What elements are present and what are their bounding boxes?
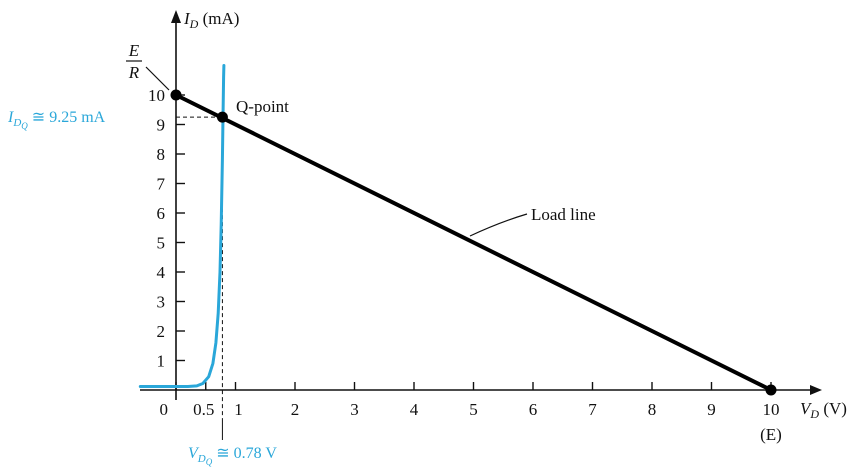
e-over-r-point <box>170 89 182 101</box>
load-line-label: Load line <box>531 205 596 224</box>
e-over-r-denominator: R <box>128 63 140 82</box>
vdq-label: VDQ ≅ 0.78 V <box>188 445 277 467</box>
diode-characteristic-curve <box>138 64 226 388</box>
x-tick-label: 2 <box>291 400 300 419</box>
x-tick-label: 10 <box>763 400 780 419</box>
load-line-leader <box>469 213 528 237</box>
x-axis-arrow <box>810 385 822 395</box>
y-tick-label: 9 <box>157 116 166 135</box>
q-point-marker <box>216 111 228 123</box>
y-tick-label: 3 <box>157 293 166 312</box>
axes <box>140 10 822 400</box>
y-tick-label: 10 <box>148 86 165 105</box>
x-axis-label: VD (V) <box>800 399 847 421</box>
x-tick-label: 3 <box>350 400 359 419</box>
point-markers <box>170 89 777 396</box>
y-tick-label: 8 <box>157 145 166 164</box>
x-tick-label: 6 <box>529 400 538 419</box>
x-tick-label: 5 <box>469 400 478 419</box>
x-tick-label: 9 <box>707 400 716 419</box>
ticks: 0 0.5 1 2 3 4 5 6 7 8 9 10 1 2 3 4 5 6 7 8 9 10 <box>148 86 780 419</box>
x-tick-label: 4 <box>410 400 419 419</box>
e-over-r-leader <box>145 66 170 91</box>
y-tick-label: 7 <box>157 175 166 194</box>
y-tick-label: 6 <box>157 204 166 223</box>
q-point-guides <box>176 116 223 420</box>
y-axis-arrow <box>171 10 181 23</box>
x-tick-label: 0.5 <box>193 400 214 419</box>
x-tick-label: 8 <box>648 400 657 419</box>
x-tick-label: 7 <box>588 400 597 419</box>
e-intercept-point <box>765 384 777 396</box>
y-tick-label: 1 <box>157 352 166 371</box>
x-tick-label: 0 <box>160 400 169 419</box>
y-tick-label: 2 <box>157 322 166 341</box>
labels: ID (mA) VD (V) (E) ER Q-point Load line IDQ ≅ … <box>7 9 847 467</box>
e-over-r-numerator: E <box>128 41 140 60</box>
y-tick-label: 5 <box>157 234 166 253</box>
series-group <box>138 64 773 392</box>
y-axis-label: ID (mA) <box>183 9 239 31</box>
y-tick-label: 4 <box>157 263 166 282</box>
x-tick-label: 1 <box>234 400 243 419</box>
x-axis-sublabel-e: (E) <box>760 425 782 444</box>
idq-label: IDQ ≅ 9.25 mA <box>7 109 106 131</box>
q-point-label: Q-point <box>236 97 289 116</box>
load-line <box>174 93 773 392</box>
